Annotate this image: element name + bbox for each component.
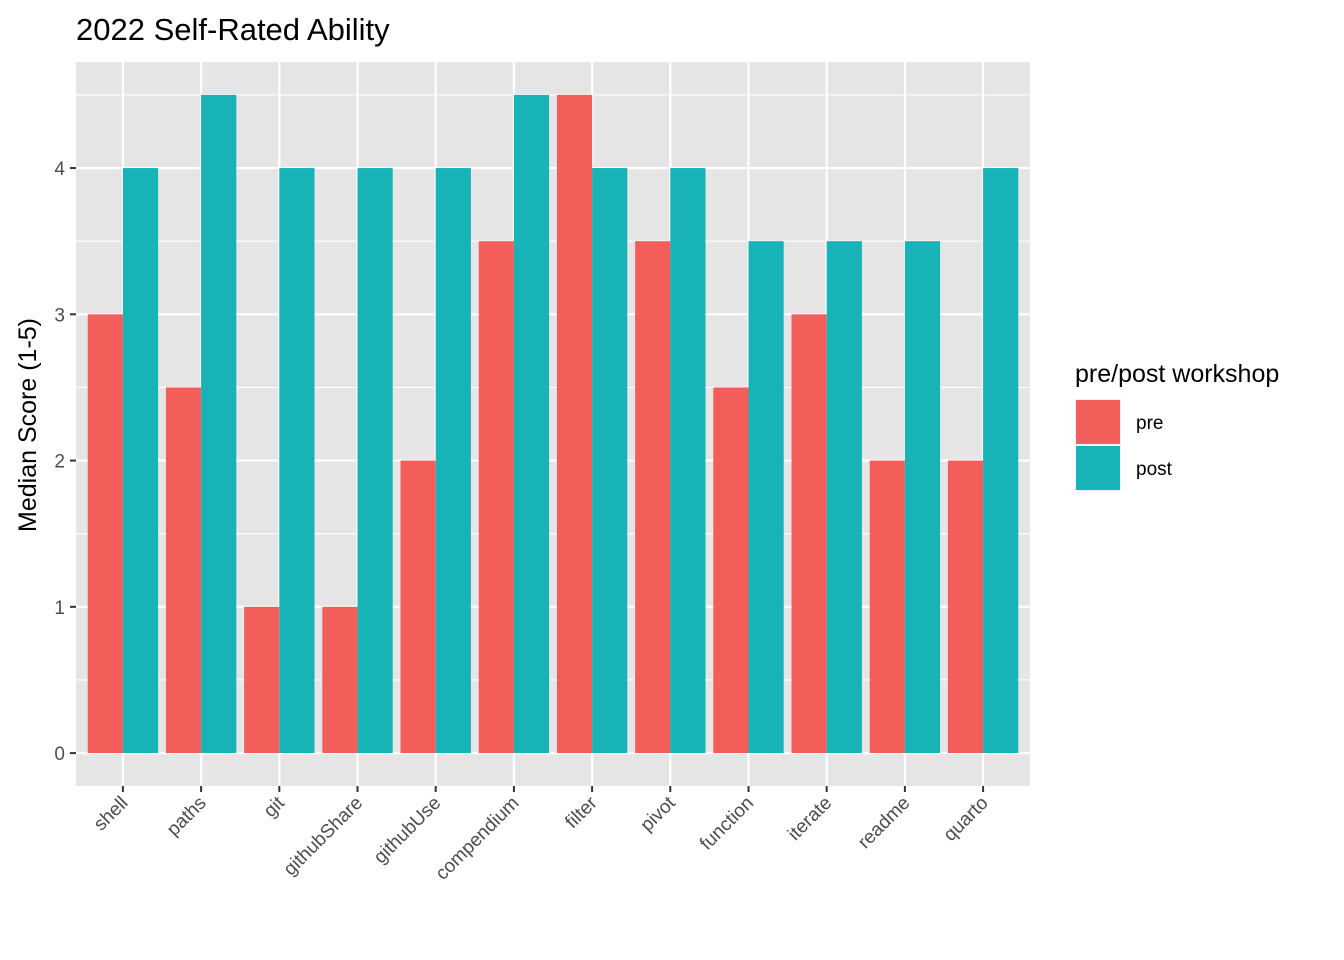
bar-pre-pivot [635,241,671,754]
legend-key-pre [1076,400,1120,444]
legend-label-post: post [1136,459,1173,480]
bar-pre-iterate [791,314,827,754]
bar-post-githubUse [435,168,471,754]
legend-key-post [1076,446,1120,490]
bar-post-filter [592,168,628,754]
bar-post-readme [904,241,941,754]
legend: pre/post workshop pre post [1075,360,1279,491]
bar-pre-git [244,606,280,754]
bar-pre-githubUse [400,460,436,754]
y-tick-label: 0 [54,744,65,765]
bar-pre-compendium [478,241,514,754]
bar-post-compendium [513,94,550,754]
bar-post-quarto [983,168,1019,754]
bar-post-githubShare [357,168,393,754]
bar-pre-filter [556,94,593,754]
legend-label-pre: pre [1136,413,1163,434]
bar-pre-readme [869,460,905,754]
y-axis-title: Median Score (1-5) [14,318,42,532]
bar-pre-function [713,387,749,754]
bar-post-iterate [826,241,862,754]
chart-title: 2022 Self-Rated Ability [76,12,390,47]
bar-post-paths [201,94,237,754]
bar-pre-quarto [947,460,984,754]
bar-post-pivot [670,168,706,754]
y-tick-label: 1 [54,598,65,619]
y-tick-label: 4 [54,159,65,180]
bar-pre-githubShare [322,606,358,754]
bar-post-shell [122,168,159,754]
y-tick-label: 2 [54,452,65,473]
legend-title: pre/post workshop [1075,360,1279,388]
bar-pre-paths [165,387,202,754]
bar-pre-shell [87,314,123,754]
bar-post-git [279,168,315,754]
bars [87,94,1019,754]
bar-post-function [748,241,784,754]
y-tick-label: 3 [54,305,65,326]
